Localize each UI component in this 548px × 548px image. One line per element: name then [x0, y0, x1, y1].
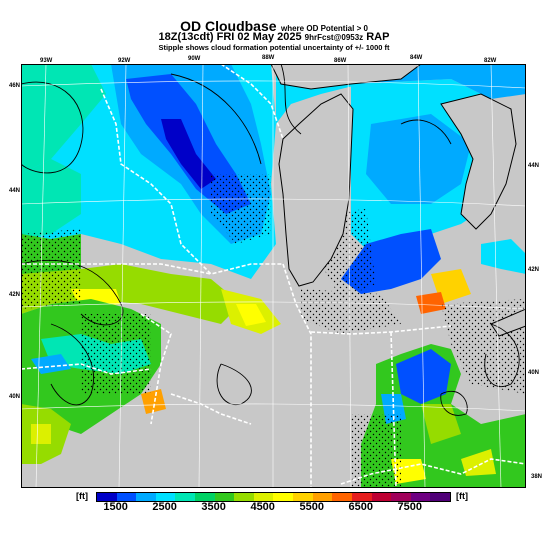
colorbar-tick-label: 4500: [250, 501, 275, 513]
lat-label-right-38n: 38N: [531, 474, 543, 480]
colorbar-unit-right: [ft]: [456, 491, 468, 501]
chart-title: OD Cloudbase where OD Potential > 0: [0, 18, 548, 36]
valid-time-line: 18Z(13cdt) FRI 02 May 2025 9hrFcst@0953z…: [0, 31, 548, 43]
title-main: OD Cloudbase: [180, 18, 277, 34]
colorbar-swatch: [312, 493, 333, 501]
lake-superior: [270, 64, 422, 90]
lake-huron: [440, 93, 517, 230]
forecast-info: 9hrFcst@0953z: [304, 33, 364, 42]
lon-label-88w: 88W: [262, 55, 275, 61]
colorbar-swatch: [97, 493, 117, 501]
colorbar-swatch: [136, 493, 156, 501]
colorbar-tick-label: 2500: [152, 501, 177, 513]
lon-label-90w: 90W: [188, 56, 201, 62]
colorbar-swatch: [214, 493, 235, 501]
colorbar: [96, 492, 451, 502]
stipple-note: Stipple shows cloud formation potential …: [158, 43, 390, 52]
lon-label-84w: 84W: [410, 55, 423, 61]
colorbar-tick-label: 5500: [299, 501, 324, 513]
colorbar-tick-label: 3500: [201, 501, 226, 513]
lake-michigan: [278, 93, 354, 287]
lat-label-right-40n: 40N: [528, 370, 540, 376]
lat-label-40n: 40N: [9, 394, 21, 400]
valid-time: 18Z(13cdt) FRI 02 May 2025: [158, 31, 302, 43]
colorbar-swatch: [410, 493, 431, 501]
state-borders: [21, 64, 526, 488]
colorbar-swatch: [391, 493, 411, 501]
colorbar-swatch: [332, 493, 352, 501]
colorbar-swatch: [273, 493, 294, 501]
lon-label-93w: 93W: [40, 58, 53, 64]
colorbar-tick-label: 6500: [348, 501, 373, 513]
colorbar-swatch: [351, 493, 372, 501]
colorbar-swatch: [155, 493, 176, 501]
forecast-map: [21, 64, 526, 488]
contour-lines: [21, 64, 520, 416]
lon-label-92w: 92W: [118, 58, 131, 64]
colorbar-swatch: [116, 493, 137, 501]
colorbar-swatch: [195, 493, 215, 501]
lat-label-44n: 44N: [9, 188, 21, 194]
colorbar-unit-left: [ft]: [76, 491, 88, 501]
colorbar-swatch: [430, 493, 450, 501]
latlon-grid: [21, 64, 526, 488]
great-lakes: [270, 64, 526, 337]
colorbar-tick-label: 1500: [103, 501, 128, 513]
colorbar-swatch: [175, 493, 196, 501]
lon-label-82w: 82W: [484, 58, 497, 64]
model-name: RAP: [366, 31, 390, 43]
colorbar-swatch: [234, 493, 254, 501]
lat-label-46n: 46N: [9, 83, 21, 89]
lon-label-86w: 86W: [334, 58, 347, 64]
colorbar-swatch: [253, 493, 274, 501]
colorbar-tick-label: 7500: [397, 501, 423, 513]
lat-label-right-44n: 44N: [528, 163, 540, 169]
colorbar-swatch: [371, 493, 392, 501]
lat-label-right-42n: 42N: [528, 267, 540, 273]
title-qualifier: where OD Potential > 0: [281, 24, 368, 33]
lat-label-42n: 42N: [9, 292, 21, 298]
colorbar-swatch: [293, 493, 313, 501]
lake-erie: [490, 308, 526, 337]
